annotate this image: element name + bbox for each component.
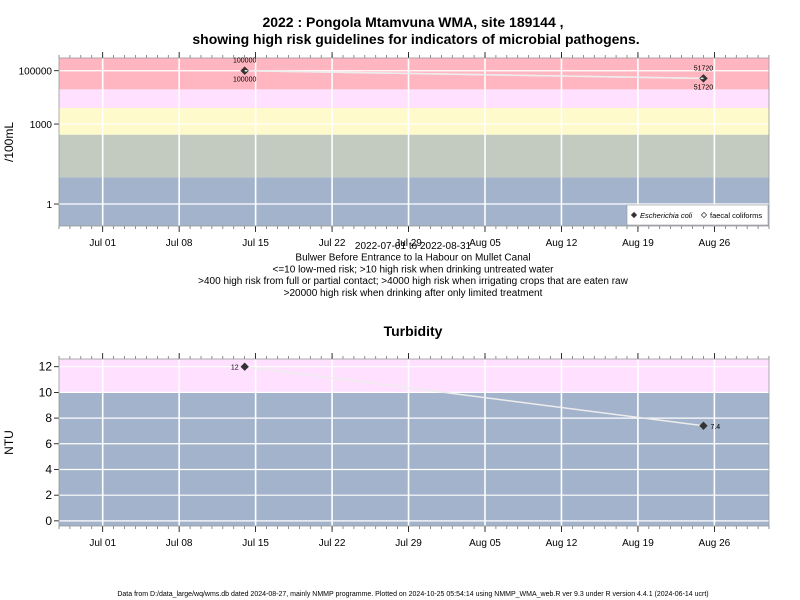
x-tick-label: Aug 26	[699, 238, 731, 249]
risk-band-0	[59, 392, 769, 526]
x-tick-label: Jul 15	[242, 238, 269, 249]
turbidity-title: Turbidity	[384, 323, 443, 339]
x-tick-label: Jul 22	[319, 538, 346, 549]
legend-marker-open-diamond	[700, 211, 708, 219]
x-axis-caption-line: >400 high risk from full or partial cont…	[198, 276, 628, 287]
plot-frame	[58, 57, 770, 227]
risk-band-1	[59, 134, 769, 178]
y-axis-label: /100mL	[2, 122, 16, 162]
risk-band-2	[59, 107, 769, 135]
x-tick-label: Aug 05	[469, 238, 501, 249]
legend-box	[626, 204, 769, 226]
x-tick-label: Jul 29	[395, 538, 422, 549]
plot-frame	[58, 358, 770, 527]
microbial-panel: Jul 01 Jul 08 Jul 15 Jul 22 Jul 29 Aug 05 Aug …	[2, 52, 770, 249]
x-tick-label: Jul 01	[89, 238, 116, 249]
chart-title-line1: 2022 : Pongola Mtamvuna WMA, site 189144…	[262, 14, 563, 30]
series-line	[244, 69, 704, 80]
data-point-open	[240, 66, 249, 75]
data-label: 51720	[694, 65, 714, 72]
x-tick-label: Aug 05	[469, 538, 501, 549]
y-tick-label: 6	[45, 437, 52, 451]
data-label: 100000	[233, 77, 256, 84]
x-tick-label: Aug 19	[622, 538, 654, 549]
x-tick-label: Aug 12	[546, 538, 578, 549]
y-tick-label: 4	[45, 462, 52, 476]
y-tick-label: 100000	[19, 67, 53, 78]
data-point	[240, 362, 249, 371]
y-tick-label: 8	[45, 411, 52, 425]
x-tick-label: Jul 22	[319, 238, 346, 249]
data-label: 12	[231, 365, 239, 372]
y-tick-label: 2	[45, 488, 52, 502]
x-tick-label: Jul 15	[242, 538, 269, 549]
data-label: 100000	[233, 58, 256, 65]
x-tick-label: Aug 19	[622, 238, 654, 249]
y-axis-label: NTU	[2, 430, 16, 455]
legend-label-e-coli: Escherichia coli	[640, 211, 692, 220]
x-tick-label: Jul 08	[166, 538, 193, 549]
x-axis-caption-line: <=10 low-med risk; >10 high risk when dr…	[273, 264, 555, 275]
y-tick-label: 1	[46, 200, 52, 211]
chart-title-line2: showing high risk guidelines for indicat…	[192, 31, 639, 47]
series-line	[244, 365, 704, 427]
legend: Escherichia coli faecal coliforms	[626, 204, 769, 226]
x-tick-label: Jul 29	[395, 238, 422, 249]
data-label: 7.4	[710, 424, 720, 431]
x-axis-caption-line: >20000 high risk when drinking after onl…	[284, 288, 543, 299]
x-axis-caption-line: Bulwer Before Entrance to la Habour on M…	[295, 253, 530, 264]
footer-note: Data from D:/data_large/wq/wms.db dated …	[117, 591, 708, 598]
x-tick-label: Aug 26	[699, 538, 731, 549]
legend-marker-filled-diamond	[630, 211, 638, 219]
y-tick-label: 12	[39, 360, 53, 374]
legend-label-faecal-coliforms: faecal coliforms	[710, 211, 762, 220]
x-tick-label: Aug 12	[546, 238, 578, 249]
risk-band-3	[59, 89, 769, 108]
x-tick-label: Jul 01	[89, 538, 116, 549]
turbidity-panel: Jul 01 Jul 08 Jul 15 Jul 22 Jul 29 Aug 05 Aug …	[2, 353, 770, 549]
data-label: 51720	[694, 84, 714, 91]
x-tick-label: Jul 08	[166, 238, 193, 249]
y-tick-label: 0	[45, 514, 52, 528]
data-point-open	[699, 74, 708, 83]
x-axis-caption-line: 2022-07-01 to 2022-08-31	[355, 241, 472, 252]
y-tick-label: 10	[39, 385, 53, 399]
y-tick-label: 1000	[30, 120, 53, 131]
data-point	[699, 421, 708, 430]
risk-band-1	[59, 359, 769, 393]
